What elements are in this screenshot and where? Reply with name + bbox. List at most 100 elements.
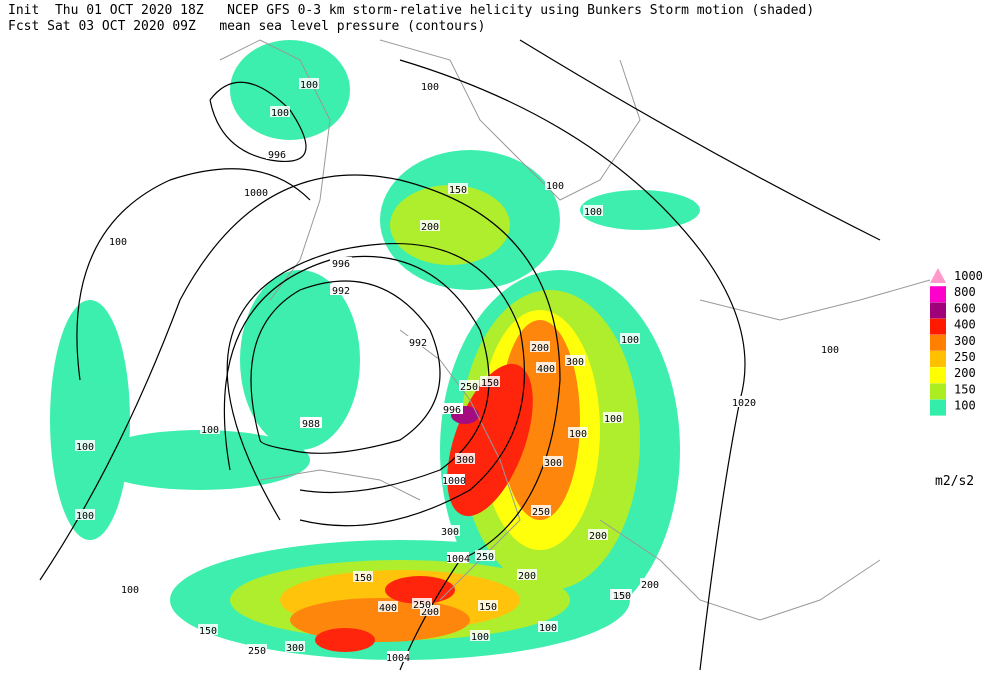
legend-label: 100: [954, 399, 976, 413]
helicity-label-bg: [543, 456, 563, 467]
helicity-label: 200: [641, 580, 659, 591]
legend-swatch: [930, 286, 946, 303]
helicity-label: 100: [421, 82, 439, 93]
helicity-label: 100: [621, 335, 639, 346]
helicity-label-bg: [108, 235, 128, 246]
contour-label: 996: [332, 259, 350, 270]
helicity-label-bg: [285, 641, 305, 652]
legend-label: 600: [954, 301, 976, 315]
helicity-label-bg: [440, 525, 460, 536]
helicity-label-bg: [480, 376, 500, 387]
legend-swatch: [930, 334, 946, 351]
helicity-label-bg: [247, 644, 267, 655]
helicity-label-bg: [565, 355, 585, 366]
helicity-label-bg: [459, 380, 479, 391]
helicity-label-bg: [75, 440, 95, 451]
legend-swatch: [930, 351, 946, 367]
contour-label-bg: [300, 417, 322, 428]
helicity-label: 150: [199, 626, 217, 637]
helicity-label: 100: [471, 632, 489, 643]
helicity-label-bg: [378, 601, 398, 612]
helicity-label-bg: [588, 529, 608, 540]
contour-label-bg: [245, 186, 267, 197]
helicity-label-bg: [538, 621, 558, 632]
helicity-label: 100: [569, 429, 587, 440]
helicity-label-bg: [200, 423, 220, 434]
helicity-label-bg: [270, 106, 290, 117]
helicity-label-bg: [198, 624, 218, 635]
helicity-label-bg: [530, 341, 550, 352]
helicity-label-bg: [603, 412, 623, 423]
helicity-label-bg: [75, 509, 95, 520]
helicity-label-bg: [448, 183, 468, 194]
legend-label: 1000: [954, 269, 983, 283]
contour-label-bg: [443, 474, 465, 485]
helicity-label-bg: [545, 179, 565, 190]
contour-label: 996: [268, 150, 286, 161]
helicity-label-bg: [420, 220, 440, 231]
helicity-label-bg: [420, 80, 440, 91]
helicity-label-bg: [455, 453, 475, 464]
contour-label: 992: [409, 338, 427, 349]
helicity-label-bg: [120, 583, 140, 594]
legend-label: 400: [954, 318, 976, 332]
legend-label: 150: [954, 382, 976, 396]
helicity-label: 100: [821, 345, 839, 356]
helicity-label-bg: [612, 589, 632, 600]
legend: 1000 800 600 400 300 250 200 150 100: [930, 268, 983, 416]
contour-label-bg: [441, 403, 463, 414]
contour-label: 1020: [732, 398, 756, 409]
contour-label-bg: [407, 336, 429, 347]
helicity-label: 300: [456, 455, 474, 466]
contour-label: 988: [302, 419, 320, 430]
helicity-label: 250: [413, 600, 431, 611]
legend-label: 250: [954, 350, 976, 364]
helicity-label: 150: [354, 573, 372, 584]
helicity-shading: [50, 40, 700, 660]
helicity-label-bg: [536, 362, 556, 373]
helicity-label: 100: [271, 108, 289, 119]
legend-swatch: [930, 302, 946, 319]
helicity-label: 150: [479, 602, 497, 613]
helicity-label: 100: [546, 181, 564, 192]
contour-label: 1004: [386, 653, 410, 664]
helicity-label-bg: [568, 427, 588, 438]
contour-label-bg: [387, 651, 409, 662]
helicity-label: 100: [201, 425, 219, 436]
contour-label-bg: [266, 148, 288, 159]
helicity-label-bg: [470, 630, 490, 641]
map-labels: 996 1000 996 992 992 988 996 1000 1004 1004 1020 10…: [75, 78, 840, 664]
helicity-label-bg: [299, 78, 319, 89]
helicity-label-bg: [475, 550, 495, 561]
helicity-label: 100: [76, 511, 94, 522]
header-line-2: Fcst Sat 03 OCT 2020 09Z mean sea level …: [8, 19, 485, 34]
helicity-label-bg: [620, 333, 640, 344]
legend-swatch: [930, 367, 946, 384]
helicity-label: 150: [613, 591, 631, 602]
contour-label: 1000: [442, 476, 466, 487]
helicity-label: 300: [441, 527, 459, 538]
helicity-label: 250: [532, 507, 550, 518]
contour-label-bg: [330, 284, 352, 295]
legend-label: 200: [954, 366, 976, 380]
contour-label-bg: [733, 396, 755, 407]
contour-label-bg: [447, 552, 469, 563]
header-line-1: Init Thu 01 OCT 2020 18Z NCEP GFS 0-3 km…: [8, 3, 814, 18]
helicity-label: 250: [476, 552, 494, 563]
legend-unit: m2/s2: [935, 474, 974, 489]
helicity-label-bg: [583, 205, 603, 216]
helicity-label-bg: [517, 569, 537, 580]
helicity-label: 250: [460, 382, 478, 393]
helicity-label: 100: [109, 237, 127, 248]
contour-label-bg: [330, 257, 352, 268]
helicity-label-bg: [420, 605, 440, 616]
contour-label: 1004: [446, 554, 470, 565]
helicity-label: 150: [449, 185, 467, 196]
helicity-label: 200: [531, 343, 549, 354]
helicity-label-bg: [353, 571, 373, 582]
helicity-label: 100: [604, 414, 622, 425]
helicity-label-bg: [640, 578, 660, 589]
helicity-label-bg: [531, 505, 551, 516]
helicity-label: 200: [421, 222, 439, 233]
